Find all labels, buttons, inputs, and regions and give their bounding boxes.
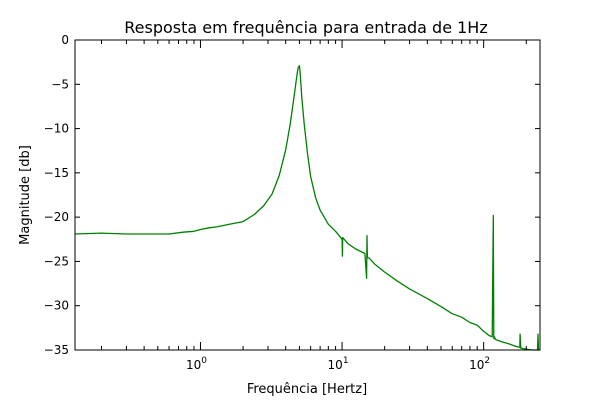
y-axis-label: Magnitude [db] — [18, 145, 33, 245]
x-axis-label: Frequência [Hertz] — [247, 382, 367, 397]
series-line-0 — [74, 65, 540, 351]
plot-area — [74, 65, 540, 351]
y-tick-label: −30 — [44, 299, 69, 313]
x-axis-ticks: 100 101 102 — [100, 40, 527, 372]
y-axis-ticks: 0 −5 −10 −15 −20 −25 −30 −35 — [44, 33, 540, 357]
y-tick-label: −15 — [44, 166, 69, 180]
y-tick-label: −5 — [51, 77, 69, 91]
y-tick-label: −20 — [44, 210, 69, 224]
y-tick-label: 0 — [61, 33, 69, 47]
y-tick-label: −25 — [44, 254, 69, 268]
chart-title: Resposta em frequência para entrada de 1… — [124, 18, 487, 37]
x-tick-label: 100 — [186, 356, 207, 372]
axes-frame — [74, 39, 541, 351]
y-tick-label: −10 — [44, 122, 69, 136]
x-tick-label: 102 — [469, 356, 490, 372]
y-tick-label: −35 — [44, 343, 69, 357]
x-tick-label: 101 — [328, 356, 349, 372]
